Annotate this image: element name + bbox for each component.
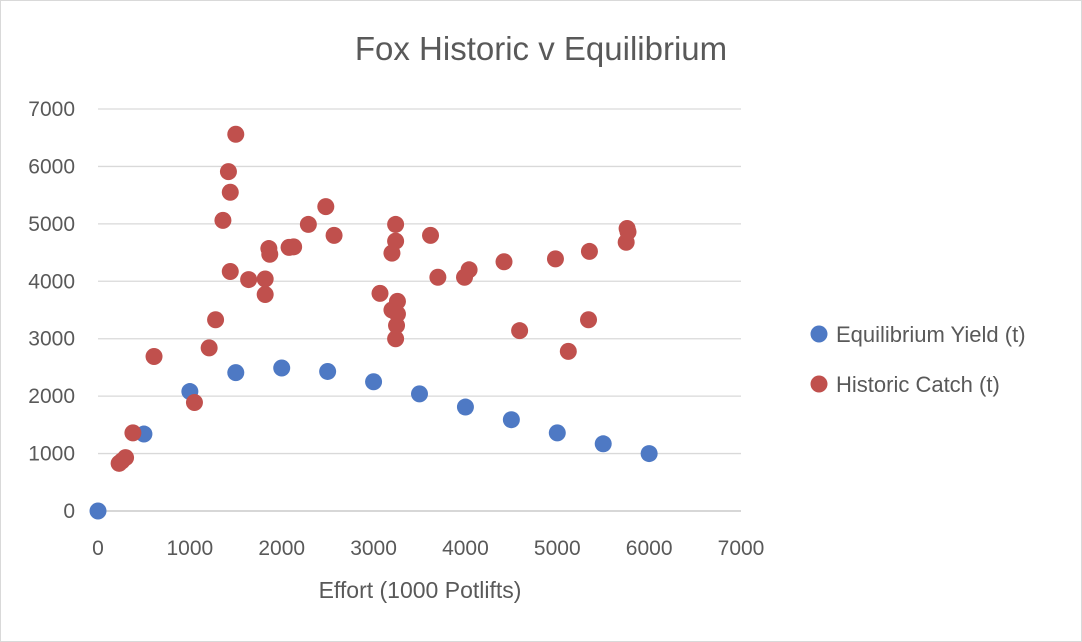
- y-tick-label: 7000: [28, 98, 75, 121]
- y-tick-label: 0: [63, 500, 75, 523]
- y-tick-label: 2000: [28, 385, 75, 408]
- x-axis-ticks: 0 1000 2000 3000 4000 5000 6000 7000: [92, 537, 764, 560]
- legend-marker: [810, 325, 828, 343]
- data-point: [124, 424, 142, 442]
- data-point: [387, 330, 405, 348]
- x-tick-label: 6000: [626, 537, 673, 560]
- data-points: [89, 125, 658, 520]
- data-point: [387, 232, 405, 250]
- series-1: [110, 125, 637, 472]
- series-0: [89, 359, 658, 520]
- data-point: [594, 435, 612, 453]
- x-tick-label: 7000: [718, 537, 765, 560]
- legend-item-1: Historic Catch (t): [810, 372, 1000, 397]
- data-point: [619, 223, 637, 241]
- data-point: [200, 339, 218, 357]
- data-point: [261, 245, 279, 263]
- data-point: [273, 359, 291, 377]
- x-tick-label: 3000: [350, 537, 397, 560]
- legend-label: Equilibrium Yield (t): [836, 322, 1026, 347]
- data-point: [227, 125, 245, 143]
- data-point: [511, 322, 529, 340]
- data-point: [460, 261, 478, 279]
- data-point: [387, 215, 405, 233]
- data-point: [319, 362, 337, 380]
- data-point: [580, 242, 598, 260]
- data-point: [411, 385, 428, 403]
- x-tick-label: 5000: [534, 537, 581, 560]
- data-point: [256, 285, 274, 303]
- x-tick-label: 2000: [258, 537, 305, 560]
- data-point: [365, 373, 383, 391]
- data-point: [580, 311, 598, 329]
- data-point: [548, 424, 566, 442]
- x-tick-label: 0: [92, 537, 104, 560]
- legend: Equilibrium Yield (t) Historic Catch (t): [810, 322, 1026, 397]
- data-point: [371, 284, 389, 302]
- data-point: [89, 502, 107, 520]
- data-point: [495, 253, 513, 271]
- data-point: [559, 342, 577, 360]
- data-point: [422, 226, 440, 244]
- data-point: [502, 411, 520, 429]
- data-point: [219, 163, 237, 181]
- data-point: [256, 270, 274, 288]
- data-point: [317, 198, 335, 216]
- chart-title: Fox Historic v Equilibrium: [355, 30, 727, 67]
- x-tick-label: 1000: [166, 537, 213, 560]
- data-point: [207, 311, 225, 329]
- data-point: [429, 268, 447, 286]
- data-point: [117, 449, 135, 467]
- y-tick-label: 6000: [28, 155, 75, 178]
- data-point: [456, 398, 474, 416]
- y-tick-label: 1000: [28, 443, 75, 466]
- y-tick-label: 4000: [28, 270, 75, 293]
- y-tick-label: 5000: [28, 213, 75, 236]
- x-axis-label: Effort (1000 Potlifts): [319, 577, 522, 603]
- x-tick-label: 4000: [442, 537, 489, 560]
- data-point: [388, 292, 406, 310]
- data-point: [388, 305, 406, 323]
- data-point: [546, 250, 564, 268]
- data-point: [214, 211, 232, 229]
- legend-marker: [810, 375, 828, 393]
- data-point: [145, 348, 163, 366]
- data-point: [325, 226, 343, 244]
- data-point: [221, 263, 239, 281]
- y-axis-ticks: 0 1000 2000 3000 4000 5000 6000 7000: [28, 98, 75, 523]
- data-point: [240, 271, 258, 289]
- y-tick-label: 3000: [28, 328, 75, 351]
- data-point: [185, 393, 203, 411]
- data-point: [640, 445, 658, 463]
- data-point: [299, 215, 317, 233]
- data-point: [285, 238, 303, 256]
- legend-item-0: Equilibrium Yield (t): [810, 322, 1026, 347]
- data-point: [227, 364, 245, 382]
- legend-label: Historic Catch (t): [836, 372, 1000, 397]
- data-point: [221, 183, 239, 201]
